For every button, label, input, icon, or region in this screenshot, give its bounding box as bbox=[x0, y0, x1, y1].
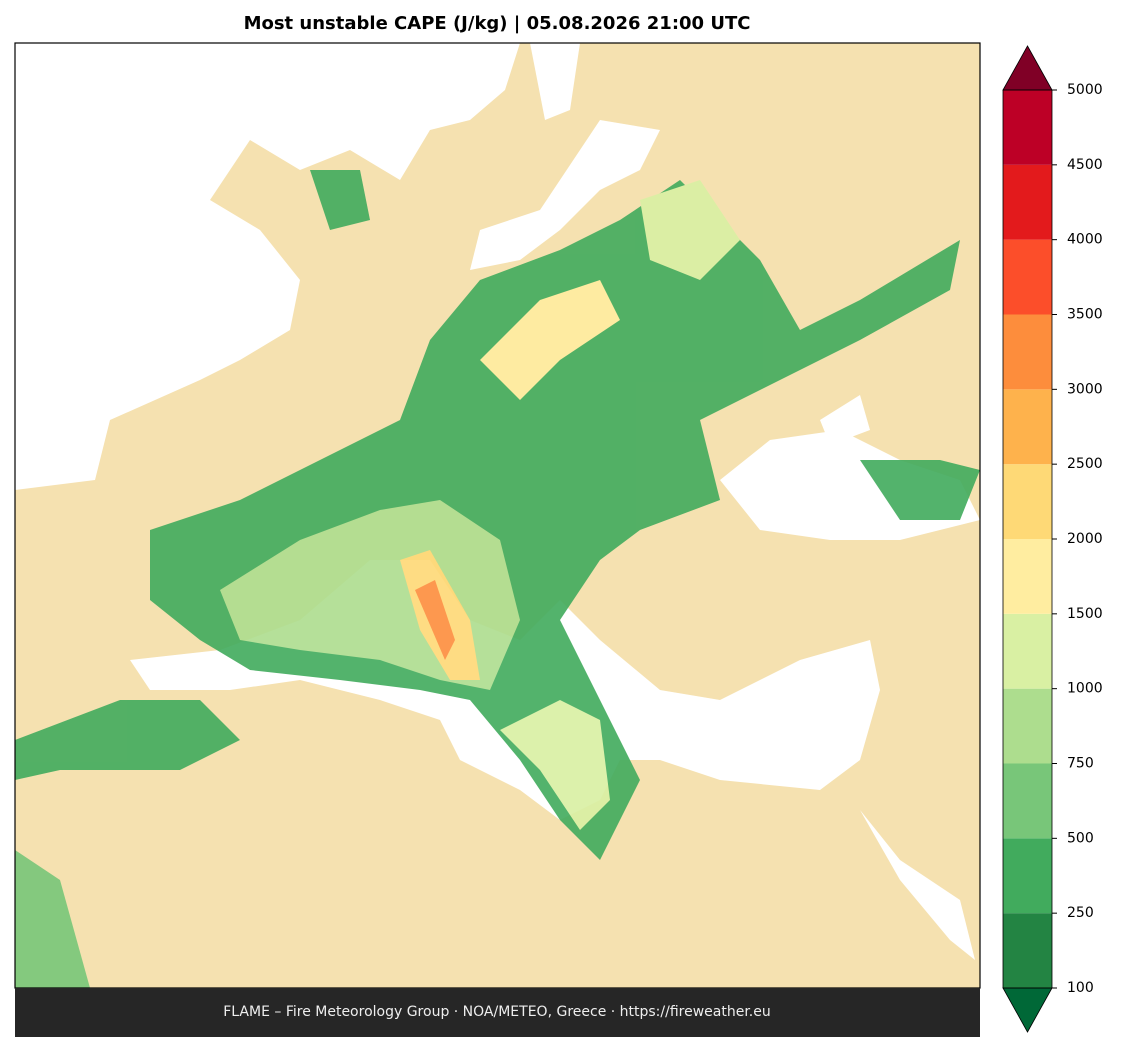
colorbar-segment bbox=[1003, 389, 1052, 465]
colorbar-segment bbox=[1003, 913, 1052, 988]
colorbar-tick-label: 250 bbox=[1067, 905, 1094, 921]
colorbar-segment bbox=[1003, 613, 1052, 689]
footer-bar bbox=[15, 988, 980, 1037]
colorbar-segment bbox=[1003, 314, 1052, 390]
colorbar-tick-label: 4500 bbox=[1067, 157, 1103, 173]
colorbar-segment bbox=[1003, 239, 1052, 315]
colorbar-segment bbox=[1003, 90, 1052, 165]
colorbar: 100 250 500 750 1000 1500 2000 2500 3000 3500 4000… bbox=[1002, 45, 1103, 1033]
colorbar-segment bbox=[1003, 838, 1052, 914]
colorbar-segment bbox=[1003, 164, 1052, 240]
colorbar-segment bbox=[1003, 464, 1052, 539]
title: Most unstable CAPE (J/kg) | 05.08.2026 2… bbox=[244, 13, 751, 34]
colorbar-tick-label: 500 bbox=[1067, 830, 1094, 846]
colorbar-tick-label: 3000 bbox=[1067, 381, 1103, 397]
colorbar-tick-label: 4000 bbox=[1067, 232, 1103, 248]
colorbar-tick-label: 1500 bbox=[1067, 606, 1103, 622]
colorbar-under bbox=[1002, 987, 1053, 1033]
colorbar-segment bbox=[1003, 688, 1052, 764]
colorbar-tick-label: 2000 bbox=[1067, 531, 1103, 547]
colorbar-tick-label: 5000 bbox=[1067, 82, 1103, 98]
colorbar-tick-label: 1000 bbox=[1067, 681, 1103, 697]
colorbar-tick-label: 100 bbox=[1067, 980, 1094, 996]
colorbar-segment bbox=[1003, 539, 1052, 614]
colorbar-tick-label: 750 bbox=[1067, 756, 1094, 772]
cape-field bbox=[15, 170, 980, 988]
colorbar-tick-label: 2500 bbox=[1067, 456, 1103, 472]
colorbar-over bbox=[1002, 45, 1053, 91]
colorbar-segment bbox=[1003, 763, 1052, 839]
colorbar-tick-label: 3500 bbox=[1067, 307, 1103, 323]
map bbox=[14, 42, 981, 989]
footer: FLAME – Fire Meteorology Group · NOA/MET… bbox=[223, 1004, 771, 1020]
